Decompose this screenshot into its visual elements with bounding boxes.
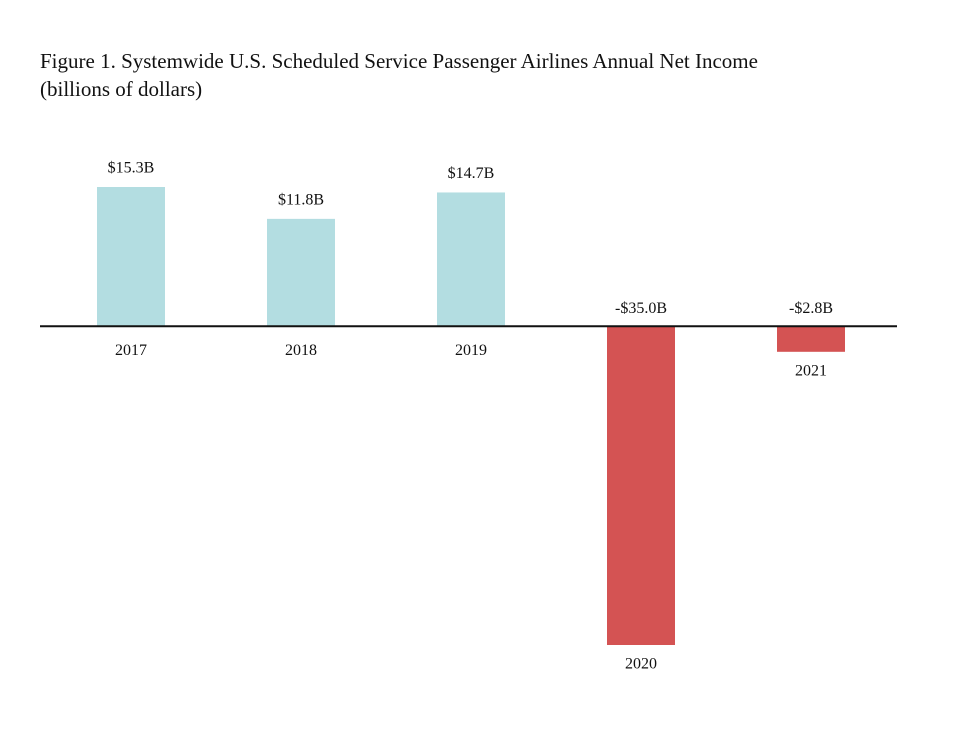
x-tick-label: 2019	[455, 342, 487, 359]
x-tick-label: 2018	[285, 342, 317, 359]
value-label: $14.7B	[448, 165, 495, 182]
chart-title: Figure 1. Systemwide U.S. Scheduled Serv…	[40, 49, 758, 73]
bar	[97, 187, 165, 327]
bar	[437, 192, 505, 327]
bar	[777, 326, 845, 352]
value-label: $11.8B	[278, 192, 324, 209]
x-tick-label: 2020	[625, 656, 657, 673]
value-label: -$2.8B	[789, 300, 833, 317]
value-label: $15.3B	[108, 160, 155, 177]
bar	[267, 218, 335, 327]
value-label: -$35.0B	[615, 300, 667, 317]
x-tick-label: 2021	[795, 362, 827, 379]
chart-subtitle: (billions of dollars)	[40, 77, 202, 101]
bar	[607, 326, 675, 645]
x-tick-label: 2017	[115, 342, 147, 359]
